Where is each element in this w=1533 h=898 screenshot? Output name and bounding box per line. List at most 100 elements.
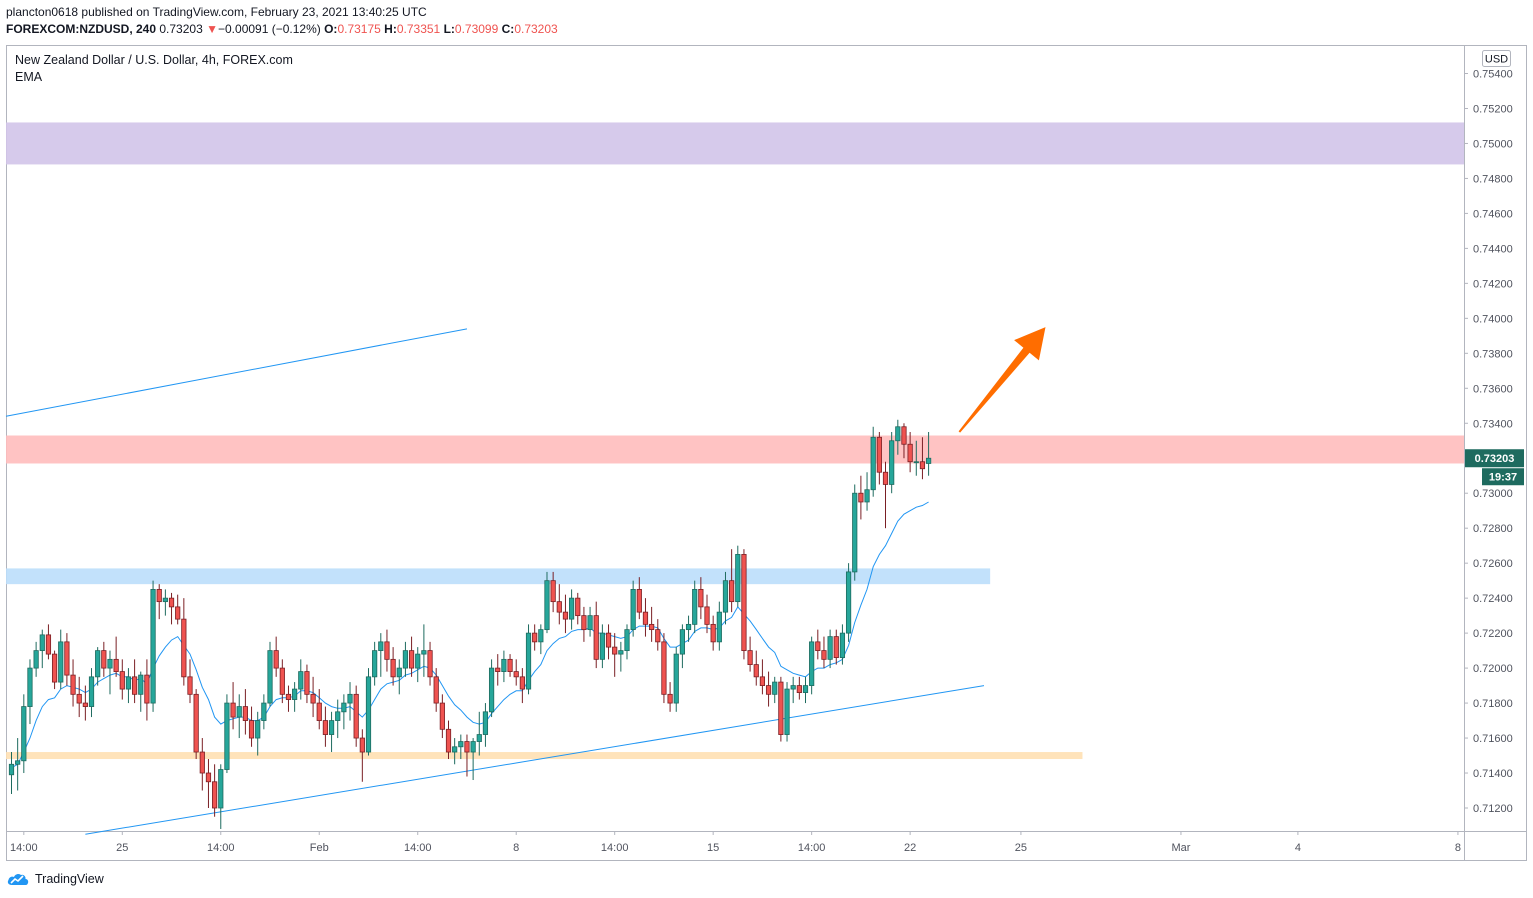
- candle-body: [765, 685, 772, 695]
- candle-body: [593, 615, 599, 660]
- chart-legend-indicator[interactable]: EMA: [15, 70, 43, 84]
- candle-body: [359, 737, 365, 753]
- candle: [150, 580, 156, 712]
- candle: [372, 641, 378, 686]
- candle-body: [482, 711, 489, 735]
- candle: [378, 633, 384, 677]
- lower-channel-line[interactable]: [85, 685, 985, 835]
- candle: [519, 668, 525, 704]
- candle-body: [612, 646, 618, 655]
- candle-body: [802, 685, 809, 693]
- candle-body: [655, 629, 661, 643]
- candle: [45, 624, 52, 660]
- candle-body: [519, 676, 525, 690]
- candle: [747, 636, 753, 672]
- candle: [852, 484, 858, 581]
- candle-body: [236, 706, 242, 718]
- price-tick-label: 0.73600: [1473, 383, 1513, 395]
- candle-body: [261, 702, 267, 721]
- candle: [735, 545, 741, 607]
- candle: [70, 659, 76, 707]
- orange-zone[interactable]: [6, 752, 1083, 760]
- candle: [101, 641, 107, 677]
- candle-body: [316, 702, 322, 721]
- high-value: 0.73351: [396, 22, 441, 36]
- candle: [525, 624, 532, 695]
- candle: [39, 629, 45, 669]
- candle-body: [168, 597, 175, 608]
- price-tick-label: 0.74400: [1473, 243, 1513, 255]
- candle-body: [845, 571, 852, 634]
- forecast-arrow[interactable]: [958, 327, 1046, 433]
- candle: [544, 571, 550, 634]
- candle: [347, 682, 353, 721]
- candle: [821, 636, 827, 669]
- candle: [452, 738, 458, 765]
- price-tick-label: 0.71600: [1473, 733, 1513, 745]
- upper-channel-line[interactable]: [5, 328, 468, 417]
- price-tick-label: 0.72000: [1473, 663, 1513, 675]
- price-tick-label: 0.74000: [1473, 313, 1513, 325]
- candle-body: [772, 681, 778, 695]
- candle: [162, 589, 168, 616]
- candle-body: [175, 606, 181, 620]
- price-tick-label: 0.73800: [1473, 348, 1513, 360]
- blue-zone[interactable]: [6, 568, 991, 585]
- candle: [365, 668, 372, 756]
- ticker-symbol[interactable]: FOREXCOM:NZDUSD, 240: [6, 22, 157, 36]
- candle-body: [569, 597, 575, 620]
- candle: [612, 633, 618, 677]
- candle: [21, 694, 27, 774]
- candle-body: [298, 671, 304, 690]
- candle: [131, 659, 138, 704]
- high-label: H:: [384, 22, 397, 36]
- open-value: 0.73175: [337, 22, 381, 36]
- candle-body: [33, 650, 39, 669]
- candle-body: [759, 676, 766, 686]
- price-tick-label: 0.71200: [1473, 803, 1513, 815]
- candle: [445, 720, 452, 760]
- candle: [113, 636, 119, 677]
- candle: [33, 641, 39, 677]
- candle: [328, 711, 335, 753]
- candle-body: [864, 489, 870, 503]
- candle-body: [642, 611, 649, 625]
- price-tick-label: 0.74600: [1473, 208, 1513, 220]
- candle-body: [741, 554, 747, 652]
- change-down-icon: ▼: [206, 22, 218, 36]
- candle: [692, 580, 698, 634]
- candle-body: [372, 650, 378, 678]
- candle: [310, 676, 316, 718]
- candle-body: [8, 763, 15, 776]
- candle: [125, 668, 132, 704]
- candle: [889, 432, 895, 494]
- candle: [864, 472, 870, 511]
- candle: [322, 706, 329, 747]
- red-zone[interactable]: [6, 435, 1464, 464]
- candle: [193, 689, 199, 760]
- close-label: C:: [501, 22, 515, 36]
- candle: [298, 659, 304, 700]
- candle: [765, 671, 772, 707]
- time-tick-label: 4: [1295, 842, 1301, 854]
- candle-body: [390, 658, 396, 678]
- candle-body: [661, 641, 667, 695]
- candle-body: [328, 720, 335, 735]
- candle: [415, 647, 421, 683]
- time-tick-label: 14:00: [601, 842, 629, 854]
- tradingview-brand[interactable]: TradingView: [6, 871, 104, 887]
- candle-body: [464, 741, 470, 753]
- candle: [255, 711, 261, 756]
- candle: [876, 432, 882, 485]
- candle-body: [402, 650, 409, 669]
- candle-body: [125, 676, 132, 690]
- candle: [470, 738, 476, 781]
- candle-body: [138, 674, 144, 695]
- chart-legend-title: New Zealand Dollar / U.S. Dollar, 4h, FO…: [15, 53, 293, 67]
- price-tick-label: 0.71400: [1473, 768, 1513, 780]
- candle-body: [501, 658, 507, 672]
- purple-zone[interactable]: [6, 122, 1464, 165]
- candle-body: [341, 702, 347, 713]
- currency-box[interactable]: [1482, 50, 1511, 67]
